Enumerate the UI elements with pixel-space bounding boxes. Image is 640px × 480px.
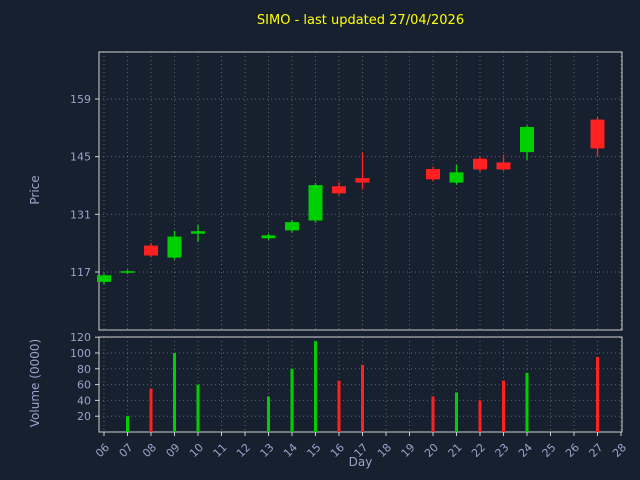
chart-title: SIMO - last updated 27/04/2026 [256, 13, 465, 28]
price-axis-label: Price [28, 175, 42, 205]
volume-bar-day-16 [337, 380, 341, 432]
volume-tick-label: 60 [77, 379, 91, 392]
candle-body-day-14 [285, 222, 299, 231]
volume-tick-label: 40 [77, 394, 91, 407]
volume-bar-day-15 [314, 341, 317, 432]
volume-tick-label: 80 [77, 363, 91, 376]
volume-bar-day-10 [196, 384, 200, 432]
candle-body-day-13 [261, 235, 276, 239]
volume-bar-day-23 [502, 380, 505, 432]
price-tick-label: 117 [70, 266, 91, 279]
candle-body-day-27 [590, 119, 605, 149]
candle-body-day-15 [308, 185, 323, 221]
candle-body-day-10 [191, 231, 205, 234]
candle-body-day-08 [144, 245, 158, 256]
volume-tick-label: 120 [70, 331, 91, 344]
volume-axis-label: Volume (0000) [28, 338, 42, 428]
volume-bar-day-14 [290, 368, 294, 432]
volume-bar-day-09 [173, 353, 176, 432]
volume-bar-day-20 [431, 396, 435, 432]
candle-body-day-06 [97, 275, 111, 282]
price-tick-label: 131 [70, 208, 91, 221]
volume-tick-label: 20 [77, 410, 91, 423]
x-axis-label: Day [348, 455, 373, 469]
volume-panel-border [98, 336, 623, 433]
volume-bar-day-24 [525, 372, 529, 432]
volume-tick-label: 100 [70, 347, 91, 360]
volume-bar-day-22 [478, 400, 482, 432]
candle-body-day-21 [449, 172, 464, 183]
candle-body-day-09 [167, 236, 182, 258]
candle-body-day-24 [520, 127, 534, 153]
candle-body-day-16 [332, 186, 346, 194]
volume-bar-day-13 [267, 396, 270, 432]
volume-bar-day-08 [149, 388, 153, 432]
price-tick-label: 145 [70, 151, 91, 164]
candle-body-day-23 [496, 162, 511, 170]
price-panel-border [98, 51, 623, 331]
volume-bar-day-21 [455, 392, 458, 432]
volume-bar-day-07 [126, 416, 129, 432]
candle-body-day-22 [473, 158, 487, 170]
candle-body-day-20 [426, 169, 440, 180]
candle-body-day-07 [120, 271, 135, 273]
volume-bar-day-27 [596, 356, 599, 432]
volume-bar-day-17 [361, 364, 364, 432]
price-tick-label: 159 [70, 93, 91, 106]
candle-body-day-17 [355, 178, 370, 183]
